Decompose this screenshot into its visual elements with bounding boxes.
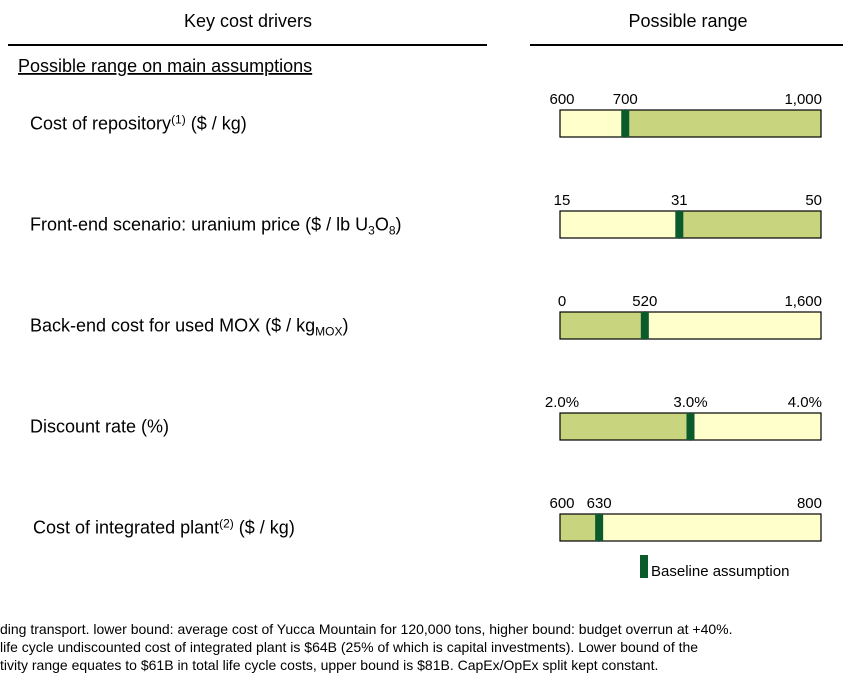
footnote: life cycle undiscounted cost of integrat… <box>0 639 698 655</box>
label-part: Cost of integrated plant <box>33 518 219 538</box>
row-label: Cost of repository(1) ($ / kg) <box>30 113 247 134</box>
baseline-marker <box>675 211 684 238</box>
range-high <box>678 210 822 239</box>
range-high <box>624 109 822 138</box>
section-title: Possible range on main assumptions <box>18 56 312 76</box>
row-label: Front-end scenario: uranium price ($ / l… <box>30 215 402 238</box>
value-label: 31 <box>671 192 688 209</box>
value-label: 600 <box>549 91 574 108</box>
value-label: 2.0% <box>545 394 579 411</box>
value-label: 1,600 <box>784 293 822 310</box>
row-label: Cost of integrated plant(2) ($ / kg) <box>33 517 295 538</box>
value-label: 50 <box>805 192 822 209</box>
label-part: Discount rate (%) <box>30 417 169 437</box>
range-low <box>559 109 626 138</box>
value-label: 15 <box>554 192 571 209</box>
label-part: ($ / kg) <box>186 114 247 134</box>
baseline-marker <box>595 514 604 541</box>
label-part: Front-end scenario: uranium price ($ / l… <box>30 215 368 235</box>
range-low <box>559 311 646 340</box>
footnote: tivity range equates to $61B in total li… <box>0 657 658 673</box>
value-label: 800 <box>797 495 822 512</box>
label-part: O <box>375 215 389 235</box>
range-low <box>559 210 680 239</box>
value-label: 4.0% <box>788 394 822 411</box>
label-part: (2) <box>219 517 234 531</box>
header: Possible range <box>628 11 747 31</box>
baseline-marker <box>640 312 649 339</box>
range-high <box>598 513 822 542</box>
value-label: 600 <box>549 495 574 512</box>
label-part: ($ / kg) <box>234 518 295 538</box>
baseline-marker <box>621 110 630 137</box>
value-label: 3.0% <box>673 394 707 411</box>
label-part: ) <box>342 316 348 336</box>
value-label: 0 <box>558 293 566 310</box>
header: Key cost drivers <box>184 11 312 31</box>
range-high <box>644 311 822 340</box>
footnote: ding transport. lower bound: average cos… <box>0 621 733 637</box>
range-low <box>559 412 692 441</box>
range-high <box>689 412 822 441</box>
range-low <box>559 513 600 542</box>
label-part: 3 <box>368 224 375 238</box>
value-label: 520 <box>632 293 657 310</box>
label-part: 8 <box>389 224 396 238</box>
row-label: Back-end cost for used MOX ($ / kgMOX) <box>30 316 348 339</box>
label-part: (1) <box>171 113 186 127</box>
row-label: Discount rate (%) <box>30 417 169 437</box>
label-part: MOX <box>315 325 342 339</box>
value-label: 630 <box>587 495 612 512</box>
value-label: 700 <box>613 91 638 108</box>
value-label: 1,000 <box>784 91 822 108</box>
label-part: Cost of repository <box>30 114 171 134</box>
baseline-marker <box>686 413 695 440</box>
label-part: ) <box>396 215 402 235</box>
label-part: Back-end cost for used MOX ($ / kg <box>30 316 315 336</box>
legend-swatch <box>640 555 648 578</box>
legend-label: Baseline assumption <box>651 563 789 580</box>
